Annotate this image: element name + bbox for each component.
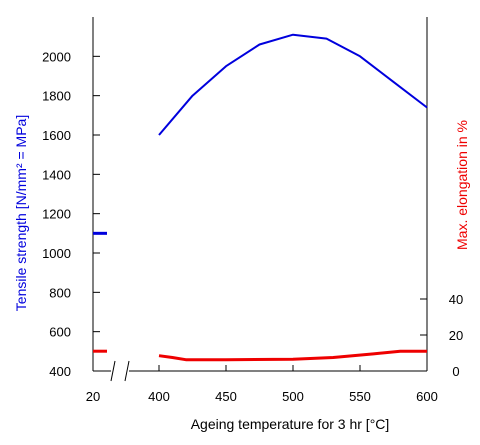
x-tick-label: 500 [282, 389, 304, 404]
y-left-tick-label: 2000 [42, 49, 71, 64]
axis-break-mark [124, 360, 130, 382]
strength-series-line [158, 33, 428, 136]
x-axis-title: Ageing temperature for 3 hr [°C] [191, 416, 390, 432]
y-left-tick-label: 1000 [42, 246, 71, 261]
x-tick-label: 20 [86, 389, 100, 404]
ticks: 20 400 450 500 550 60040060080010001200140016… [42, 49, 463, 404]
reference-marks [93, 231, 107, 353]
elongation-series-line [158, 349, 427, 362]
y-right-tick-label: 0 [452, 364, 459, 379]
y-right-tick-label: 20 [449, 328, 463, 343]
y-right-tick-label: 40 [449, 292, 463, 307]
y-left-tick-label: 1800 [42, 89, 71, 104]
x-tick-label: 550 [349, 389, 371, 404]
y-left-tick-label: 400 [49, 364, 71, 379]
axes [92, 17, 428, 382]
y-left-tick-label: 1400 [42, 167, 71, 182]
y-left-tick-label: 800 [49, 285, 71, 300]
right-axis-title: Max. elongation in % [454, 120, 470, 250]
left-axis-title: Tensile strength [N/mm² = MPa] [13, 115, 29, 311]
series-layer [158, 33, 428, 362]
y-left-tick-label: 600 [49, 325, 71, 340]
x-tick-label: 450 [215, 389, 237, 404]
y-left-tick-label: 1600 [42, 128, 71, 143]
x-tick-label: 600 [416, 389, 438, 404]
x-tick-label: 400 [148, 389, 170, 404]
y-left-tick-label: 1200 [42, 207, 71, 222]
axis-break-mark [110, 360, 116, 382]
